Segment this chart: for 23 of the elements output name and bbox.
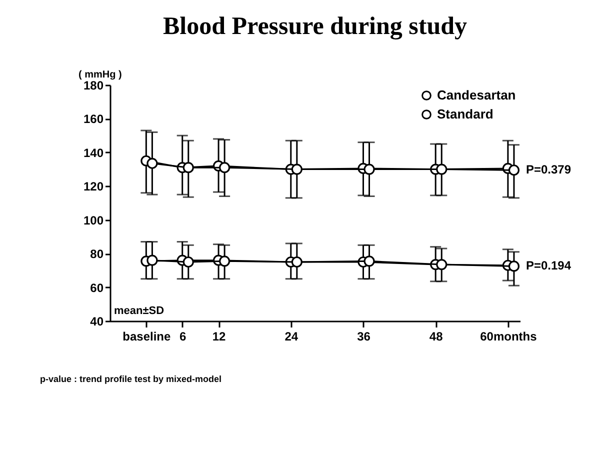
y-tick-label: 160 xyxy=(83,112,104,126)
x-tick-label: 36 xyxy=(357,330,371,344)
y-tick-label: 120 xyxy=(83,180,104,194)
y-tick-label: 40 xyxy=(90,314,104,328)
text: p-value : trend profile test by mixed-model xyxy=(40,374,222,384)
annotation: mean±SD xyxy=(114,305,164,317)
chart-title: Blood Pressure during study xyxy=(162,13,468,40)
x-tick-label: 48 xyxy=(429,330,444,344)
y-tick-label: 140 xyxy=(83,146,104,160)
x-tick-label: 12 xyxy=(212,330,226,344)
x-tick-label: 60months xyxy=(480,330,538,344)
legend-label: Candesartan xyxy=(437,88,516,102)
y-axis-title: ( mmHg ) xyxy=(78,70,122,80)
y-tick-label: 60 xyxy=(90,280,104,295)
annotation: P=0.194 xyxy=(526,258,572,272)
annotation: P=0.379 xyxy=(526,162,572,176)
x-tick-label: baseline xyxy=(122,330,172,344)
y-tick-label: 100 xyxy=(83,213,104,228)
x-tick-label: 24 xyxy=(284,330,298,344)
y-tick-label: 180 xyxy=(83,78,104,92)
legend-label: Standard xyxy=(437,106,494,122)
y-tick-label: 80 xyxy=(90,247,104,262)
x-tick-label: 6 xyxy=(180,330,187,344)
